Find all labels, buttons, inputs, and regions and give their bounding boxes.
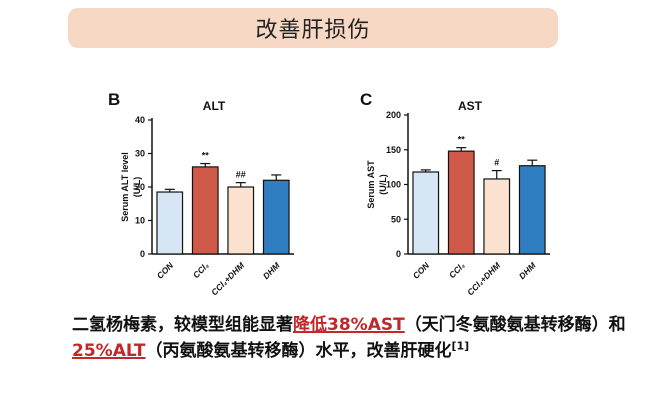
x-tick-label: CCl₄+DHM xyxy=(465,260,503,298)
x-tick-label: CCl₄ xyxy=(447,260,467,280)
y-tick-label: 20 xyxy=(135,182,145,192)
y-tick-label: 10 xyxy=(135,216,145,226)
chart-panel-c: C AST Serum AST (U/L) 0 50 100 150 200 CON ** CCl₄ #… xyxy=(360,90,550,297)
chart-title: AST xyxy=(458,99,483,113)
y-axis-label: (U/L) xyxy=(378,174,388,195)
panel-label: B xyxy=(108,90,120,109)
y-tick-label: 0 xyxy=(140,249,145,259)
bar xyxy=(447,150,475,255)
significance-mark: ** xyxy=(202,151,210,161)
x-tick-label: CON xyxy=(411,260,432,281)
y-tick-label: 100 xyxy=(386,180,401,190)
reference-marker: [1] xyxy=(451,339,470,353)
significance-mark: ## xyxy=(236,170,246,180)
significance-mark: # xyxy=(494,158,499,168)
y-axis-label: Serum AST xyxy=(366,160,376,209)
caption-text-1: 二氢杨梅素，较模型组能显著 xyxy=(72,315,293,335)
y-tick-label: 0 xyxy=(396,249,401,259)
y-tick-label: 200 xyxy=(386,110,401,120)
y-tick-label: 50 xyxy=(391,214,401,224)
x-tick-label: CON xyxy=(155,260,176,281)
bar xyxy=(191,166,219,255)
y-axis-label: (U/L) xyxy=(132,177,142,198)
y-tick-label: 40 xyxy=(135,115,145,125)
bar xyxy=(412,171,440,255)
x-tick-label: CCl₄+DHM xyxy=(209,260,247,298)
chart-panel-b: B ALT Serum ALT level (U/L) 0 10 20 30 40 CON ** CC… xyxy=(108,90,294,297)
x-tick-label: DHM xyxy=(261,260,282,281)
bar xyxy=(227,186,255,255)
bar xyxy=(156,191,184,255)
chart-title: ALT xyxy=(203,99,226,113)
y-axis-label: Serum ALT level xyxy=(120,152,130,222)
panel-label: C xyxy=(360,90,372,109)
title-banner: 改善肝损伤 xyxy=(68,8,558,48)
caption-text-2: （天门冬氨酸氨基转移酶）和 xyxy=(404,315,626,335)
y-tick-label: 150 xyxy=(386,145,401,155)
page-title: 改善肝损伤 xyxy=(255,18,371,43)
bar xyxy=(262,179,290,255)
caption: 二氢杨梅素，较模型组能显著降低38%AST（天门冬氨酸氨基转移酶）和 25%ALT… xyxy=(72,312,642,364)
y-tick-label: 30 xyxy=(135,149,145,159)
bar xyxy=(483,178,511,255)
bar xyxy=(518,165,546,255)
significance-mark: ** xyxy=(458,135,466,145)
caption-highlight-alt: 25%ALT xyxy=(72,341,146,361)
x-tick-label: DHM xyxy=(517,260,538,281)
caption-text-3: （丙氨酸氨基转移酶）水平，改善肝硬化 xyxy=(145,341,452,361)
x-tick-label: CCl₄ xyxy=(191,260,211,280)
caption-highlight-ast: 降低38%AST xyxy=(293,315,405,335)
